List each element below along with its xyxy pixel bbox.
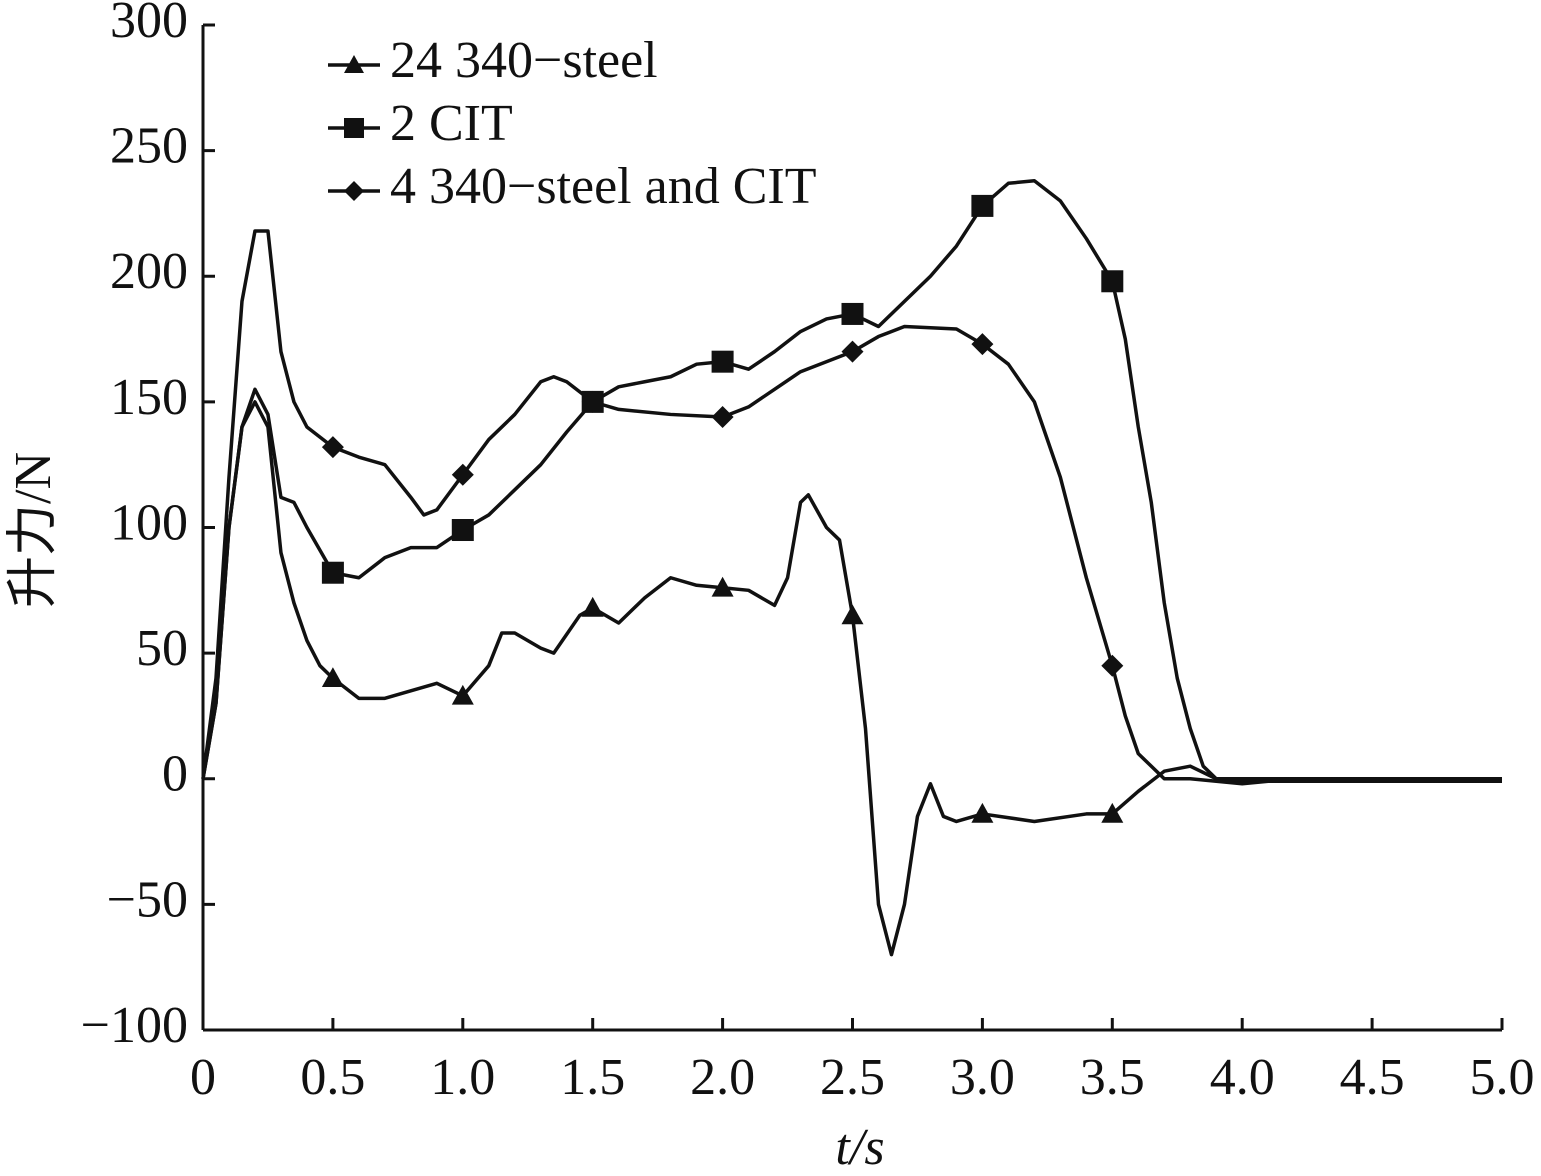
marker xyxy=(841,302,864,325)
marker xyxy=(711,350,734,373)
series-line xyxy=(201,179,1502,781)
marker xyxy=(971,802,994,823)
x-tick-label: 4.0 xyxy=(1210,1049,1275,1106)
legend-marker xyxy=(344,181,364,201)
marker xyxy=(971,194,994,217)
series-line xyxy=(201,229,1503,786)
marker xyxy=(711,405,734,428)
x-tick-label: 2.5 xyxy=(820,1049,885,1106)
marker xyxy=(971,333,994,356)
y-tick-label: 300 xyxy=(110,0,188,49)
x-tick-label: 0.5 xyxy=(300,1049,365,1106)
legend-label: 24 340−steel xyxy=(390,32,658,89)
x-axis-label: t/s xyxy=(835,1119,884,1176)
y-tick-label: 50 xyxy=(136,620,188,677)
x-tick-label: 3.5 xyxy=(1080,1049,1145,1106)
marker xyxy=(1101,270,1124,293)
y-tick-label: 250 xyxy=(110,118,188,175)
x-tick-label: 2.0 xyxy=(690,1049,755,1106)
y-tick-label: 100 xyxy=(110,494,188,551)
marker xyxy=(581,390,604,413)
x-tick-label: 5.0 xyxy=(1470,1049,1535,1106)
x-tick-label: 4.5 xyxy=(1340,1049,1405,1106)
marker xyxy=(841,604,864,625)
marker xyxy=(1101,802,1124,823)
x-tick-label: 1.5 xyxy=(560,1049,625,1106)
marker xyxy=(321,561,344,584)
legend-marker xyxy=(344,55,364,73)
y-axis-label: 升力/N xyxy=(5,452,62,608)
marker xyxy=(451,519,474,542)
series-line xyxy=(201,400,1502,957)
legend-label: 2 CIT xyxy=(390,95,513,152)
marker xyxy=(841,340,864,363)
legend-label: 4 340−steel and CIT xyxy=(390,158,816,215)
marker xyxy=(1101,654,1124,677)
marker xyxy=(451,684,474,705)
y-tick-label: −50 xyxy=(107,871,188,928)
marker xyxy=(321,667,344,688)
marker xyxy=(321,436,344,459)
y-tick-label: −100 xyxy=(81,997,188,1054)
marker xyxy=(581,596,604,617)
y-tick-label: 150 xyxy=(110,369,188,426)
y-tick-label: 0 xyxy=(162,746,188,803)
marker xyxy=(711,576,734,597)
x-tick-label: 1.0 xyxy=(430,1049,495,1106)
y-tick-label: 200 xyxy=(110,243,188,300)
legend-marker xyxy=(344,118,364,138)
x-tick-label: 0 xyxy=(190,1049,216,1106)
x-tick-label: 3.0 xyxy=(950,1049,1015,1106)
marker xyxy=(451,463,474,486)
